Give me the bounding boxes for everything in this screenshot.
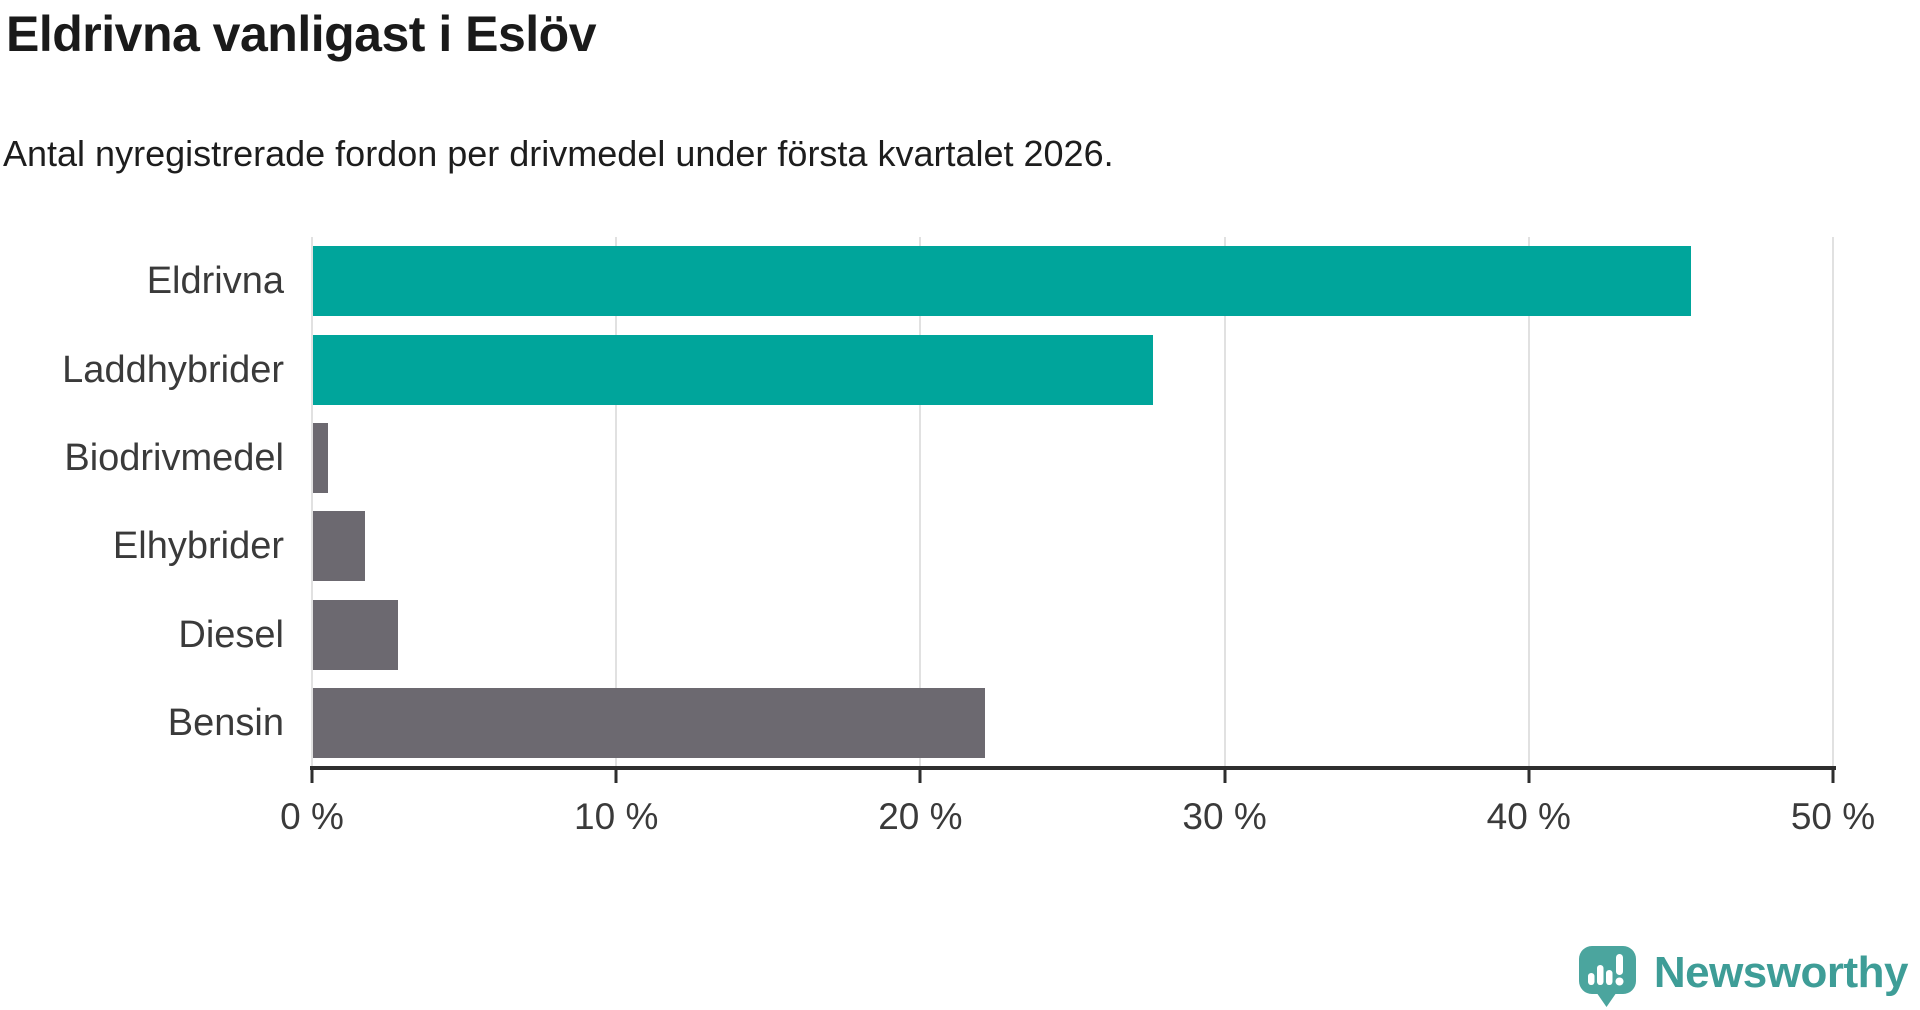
gridline [1832, 237, 1834, 767]
x-axis-tick [1831, 770, 1835, 783]
x-axis-tick [614, 770, 618, 783]
category-label-elhybrider: Elhybrider [112, 525, 284, 568]
category-axis: Eldrivna Laddhybrider Biodrivmedel Elhybrid… [0, 0, 284, 1010]
gridline [615, 237, 618, 767]
x-tick-label: 50 % [1790, 796, 1876, 837]
x-axis-tick [1527, 770, 1531, 783]
gridline [311, 237, 313, 767]
category-label-biodrivmedel: Biodrivmedel [64, 436, 284, 479]
x-tick-label: 40 % [1486, 796, 1571, 837]
newsworthy-logo: Newsworthy [1578, 946, 1909, 1008]
x-tick-label: 30 % [1182, 796, 1267, 837]
x-tick-label: 10 % [574, 796, 659, 837]
bar-eldrivna [313, 246, 1692, 317]
bar-bensin [313, 687, 986, 758]
chart-subtitle: Antal nyregistrerade fordon per drivmede… [3, 133, 1114, 174]
x-axis-tick [918, 770, 922, 783]
category-label-diesel: Diesel [178, 613, 284, 656]
bar-elhybrider [313, 511, 365, 582]
x-tick-label: 20 % [878, 796, 963, 837]
category-label-bensin: Bensin [167, 701, 284, 744]
gridline [919, 237, 922, 767]
x-tick-label: 0 % [280, 796, 344, 837]
bar-laddhybrider [313, 334, 1153, 405]
chart-title: Eldrivna vanligast i Eslöv [6, 6, 597, 62]
bar-diesel [313, 599, 399, 670]
bar-biodrivmedel [313, 422, 329, 493]
gridline [1223, 237, 1226, 767]
newsworthy-logo-icon [1578, 946, 1636, 1007]
x-axis-tick [310, 770, 314, 783]
plot-area: 0 % 10 % 20 % 30 % 40 % 50 % [280, 237, 1875, 837]
gridline [1527, 237, 1530, 767]
x-axis-line [310, 766, 1836, 770]
category-label-laddhybrider: Laddhybrider [62, 348, 284, 391]
x-axis-tick [1223, 770, 1227, 783]
category-label-eldrivna: Eldrivna [146, 260, 284, 303]
newsworthy-logo-text: Newsworthy [1653, 948, 1909, 997]
